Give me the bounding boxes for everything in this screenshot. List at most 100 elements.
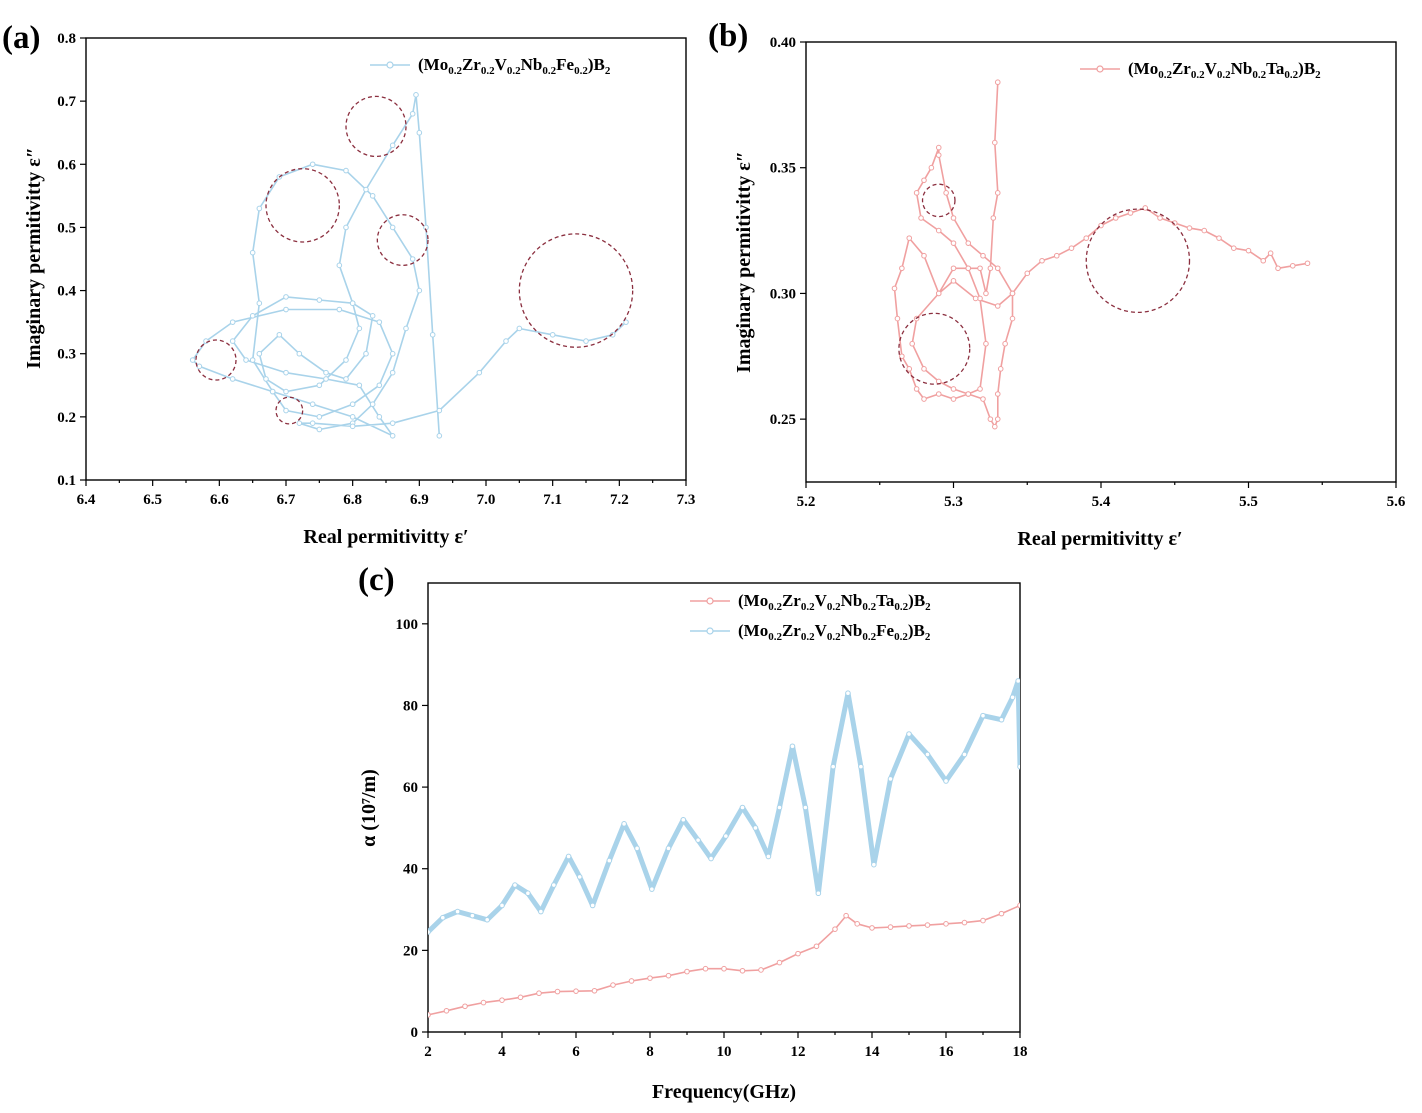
data-point-c-0-5	[517, 994, 524, 1001]
data-point-a-0-37	[229, 376, 236, 382]
data-point-c-1-22	[739, 804, 746, 811]
data-point-c-1-27	[802, 804, 809, 811]
dashed-circle-a-2	[265, 168, 340, 243]
data-point-a-0-41	[229, 319, 236, 325]
data-point-b-0-77	[1275, 265, 1281, 272]
data-point-a-0-7	[363, 186, 369, 193]
data-point-c-0-13	[665, 972, 672, 979]
x-tick-label-c-2: 6	[572, 1044, 580, 1060]
data-point-a-0-11	[369, 313, 376, 319]
data-point-a-0-72	[476, 369, 483, 376]
data-point-b-0-46	[983, 340, 989, 347]
x-tick-label-a-2: 6.6	[210, 492, 229, 508]
data-point-b-0-51	[921, 366, 927, 372]
data-point-b-0-41	[918, 215, 924, 221]
x-tick-label-b-0: 5.2	[797, 494, 816, 510]
data-point-c-0-17	[739, 967, 746, 974]
data-point-b-0-29	[1009, 315, 1016, 322]
data-point-b-0-8	[950, 265, 957, 272]
data-point-c-0-11	[628, 978, 635, 984]
data-point-b-0-11	[906, 235, 913, 241]
x-tick-label-b-1: 5.3	[944, 494, 963, 510]
data-point-a-0-26	[249, 313, 256, 319]
data-point-a-0-18	[263, 376, 269, 382]
data-point-a-0-32	[376, 414, 383, 420]
data-point-a-0-25	[283, 294, 289, 300]
data-point-b-0-48	[965, 391, 972, 397]
data-point-a-0-44	[376, 319, 383, 325]
data-point-a-0-56	[309, 161, 316, 168]
data-point-a-0-22	[356, 325, 363, 332]
x-tick-label-b-2: 5.4	[1092, 494, 1111, 510]
data-point-a-0-76	[583, 338, 589, 344]
data-point-a-0-47	[349, 401, 356, 408]
data-point-b-0-31	[994, 265, 1001, 272]
x-tick-label-a-9: 7.3	[677, 492, 696, 508]
data-point-c-1-23	[752, 825, 759, 831]
y-tick-label-a-6: 0.7	[57, 94, 76, 110]
data-point-c-1-30	[845, 690, 851, 697]
data-point-b-0-25	[994, 416, 1001, 422]
data-point-c-1-7	[525, 890, 531, 897]
data-point-c-1-9	[551, 882, 557, 888]
data-point-a-0-9	[336, 262, 343, 269]
data-point-c-0-27	[906, 923, 912, 929]
data-point-c-1-17	[665, 845, 672, 852]
dashed-circle-b-2	[1085, 208, 1191, 314]
data-point-a-0-17	[256, 350, 263, 357]
data-point-c-1-18	[680, 816, 687, 823]
data-point-c-0-3	[480, 999, 487, 1006]
series-line-a-0	[191, 94, 627, 437]
dashed-circle-a-1	[275, 396, 304, 425]
data-point-b-0-49	[950, 386, 957, 392]
data-point-c-1-39	[998, 716, 1005, 723]
data-point-b-0-24	[992, 423, 998, 430]
y-tick-label-b-0: 0.25	[770, 412, 796, 428]
data-point-c-1-19	[695, 837, 701, 843]
data-point-a-0-20	[316, 382, 323, 389]
data-point-a-0-38	[196, 363, 203, 370]
y-tick-label-c-4: 80	[403, 698, 418, 714]
data-point-c-0-30	[961, 919, 968, 926]
data-point-c-0-22	[832, 926, 838, 932]
data-point-c-1-40	[1009, 694, 1016, 701]
data-point-a-0-27	[229, 338, 236, 344]
series-line-c-0	[428, 904, 1020, 1016]
data-point-c-0-24	[854, 921, 861, 927]
data-point-c-1-31	[858, 763, 864, 770]
data-point-b-0-61	[1053, 252, 1060, 259]
data-point-b-0-14	[894, 315, 901, 322]
data-point-c-1-35	[924, 751, 931, 758]
data-point-c-0-16	[721, 965, 727, 972]
data-point-c-0-23	[843, 912, 849, 919]
data-point-c-0-8	[573, 988, 579, 994]
data-point-b-0-28	[1002, 340, 1008, 347]
data-point-a-0-71	[436, 407, 443, 414]
panel-b-chart: 5.2 5.3 5.4 5.5 5.6 0.25 0.30 0.35 0.40 Real perm…	[708, 18, 1406, 550]
legend-swatch-marker-b-0	[1096, 65, 1104, 73]
data-point-c-1-38	[980, 712, 986, 719]
data-point-b-0-74	[1245, 247, 1252, 254]
data-point-a-0-54	[256, 205, 263, 212]
y-tick-label-b-2: 0.35	[770, 161, 796, 177]
data-point-c-1-0	[428, 929, 431, 935]
data-point-b-0-70	[1186, 225, 1193, 231]
data-point-b-0-13	[891, 285, 898, 292]
data-point-c-1-33	[887, 776, 894, 782]
x-axis-label-a: Real permitivitty ε′	[303, 526, 468, 548]
data-point-a-0-48	[316, 414, 323, 420]
data-point-c-1-32	[871, 861, 877, 868]
data-point-c-1-20	[708, 855, 714, 862]
data-point-a-0-14	[323, 369, 329, 376]
data-point-a-0-8	[343, 224, 349, 231]
data-point-b-0-36	[935, 152, 942, 158]
data-point-b-0-1	[992, 139, 998, 146]
data-point-a-0-0	[436, 433, 443, 439]
data-point-b-0-33	[965, 240, 972, 246]
data-point-c-0-1	[443, 1007, 450, 1014]
data-point-b-0-47	[977, 386, 983, 392]
data-point-a-0-42	[283, 306, 289, 313]
data-point-c-1-14	[621, 821, 627, 827]
data-point-c-1-42	[1017, 763, 1020, 770]
data-point-a-0-16	[276, 331, 283, 338]
